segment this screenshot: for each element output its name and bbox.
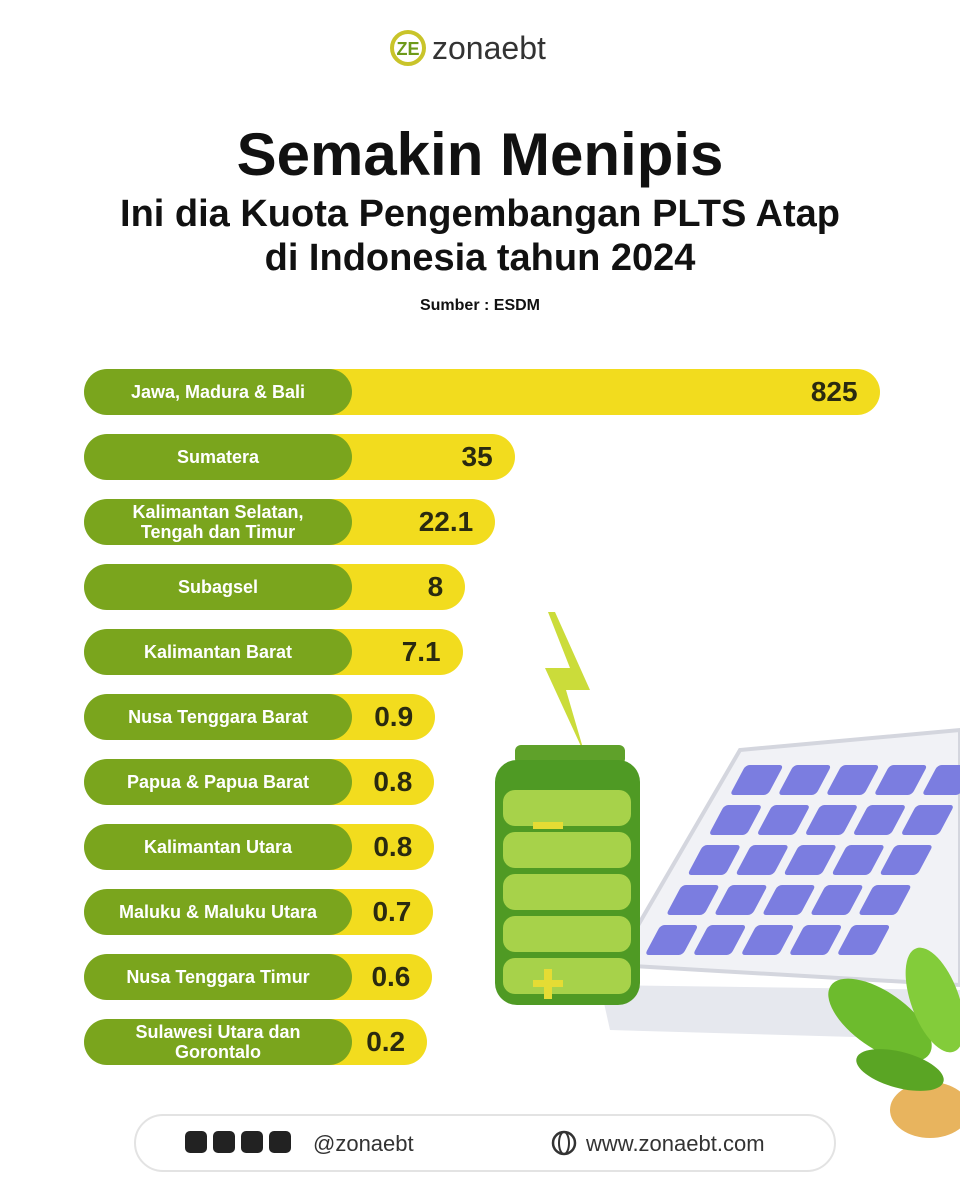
chart-subtitle: Ini dia Kuota Pengembangan PLTS Atap (120, 193, 840, 235)
social-icons (185, 1131, 291, 1153)
logo-icon (390, 30, 426, 66)
category-label: Kalimantan Selatan, Tengah dan Timur (84, 499, 352, 545)
category-label: Nusa Tenggara Barat (84, 694, 352, 740)
value-label: 0.8 (373, 766, 413, 797)
value-label: 0.6 (371, 961, 411, 992)
value-label: 0.9 (374, 701, 414, 732)
social-handle: @zonaebt (313, 1131, 414, 1156)
category-label: Sumatera (84, 434, 352, 480)
value-label: 825 (810, 376, 858, 407)
category-label: Subagsel (84, 564, 352, 610)
value-label: 0.2 (366, 1026, 406, 1057)
category-label: Papua & Papua Barat (84, 759, 352, 805)
globe-icon (558, 1131, 570, 1155)
website: www.zonaebt.com (586, 1131, 765, 1156)
bar (300, 369, 880, 415)
category-label: Maluku & Maluku Utara (84, 889, 352, 935)
value-label: 8 (427, 571, 444, 602)
logo-mark: ZE (396, 39, 419, 59)
solar-panel (600, 727, 960, 1040)
battery (495, 612, 640, 1005)
source: Sumber : ESDM (419, 297, 540, 314)
logo-text: zonaebt (432, 30, 546, 66)
category-label: Kalimantan Barat (84, 629, 352, 675)
chart-subtitle: di Indonesia tahun 2024 (264, 237, 696, 279)
value-label: 22.1 (418, 506, 474, 537)
category-label: Nusa Tenggara Timur (84, 954, 352, 1000)
footer-pill (134, 1114, 836, 1172)
plant (828, 947, 960, 1138)
value-label: 7.1 (401, 636, 441, 667)
category-label: Kalimantan Utara (84, 824, 352, 870)
category-label: Jawa, Madura & Bali (84, 369, 352, 415)
value-label: 0.7 (372, 896, 412, 927)
chart-title: Semakin Menipis (236, 121, 724, 188)
value-label: 35 (461, 441, 493, 472)
value-label: 0.8 (373, 831, 413, 862)
category-label: Sulawesi Utara dan Gorontalo (84, 1019, 352, 1065)
